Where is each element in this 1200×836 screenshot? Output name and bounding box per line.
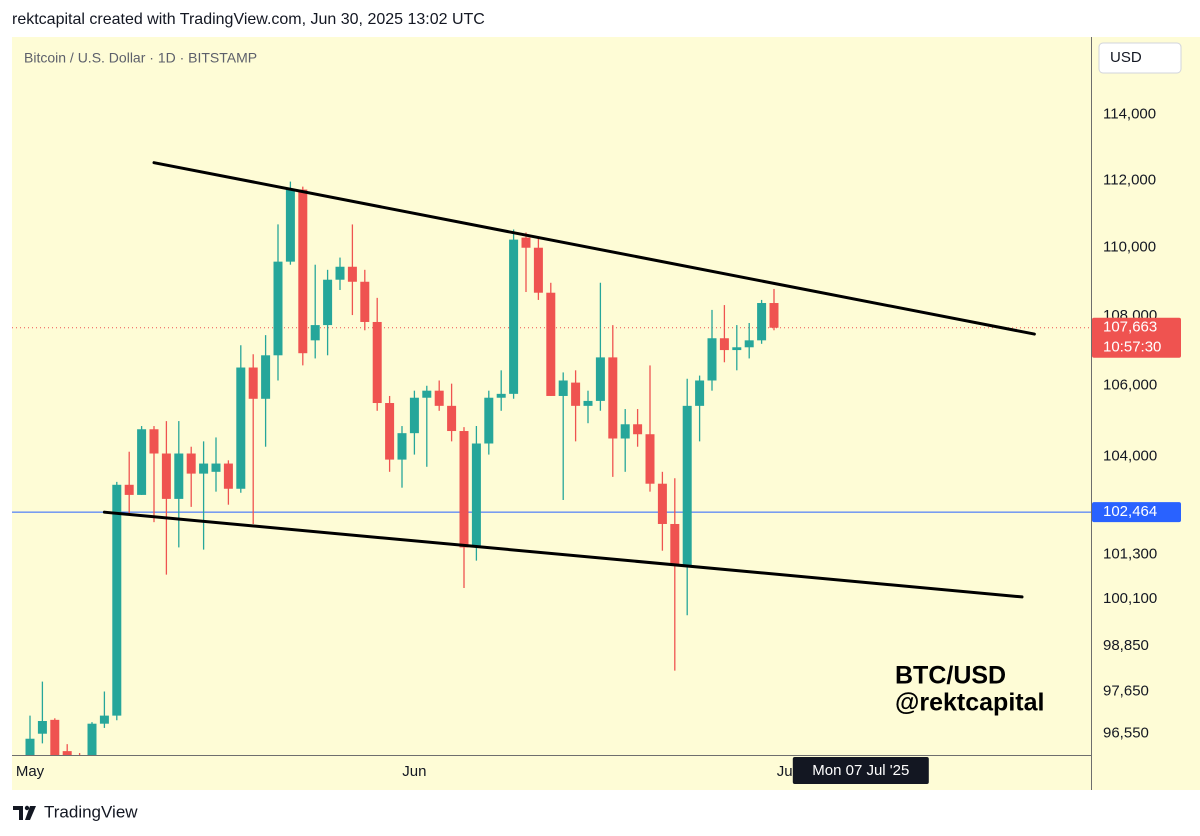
price-label: 102,464 (1103, 503, 1157, 520)
credit: rektcapital created with TradingView.com… (12, 11, 485, 28)
candle-body (695, 380, 705, 406)
candle-body (608, 357, 618, 439)
candle-body (558, 380, 568, 396)
candle-body (546, 292, 556, 396)
candle-body (372, 321, 382, 404)
candle-body (323, 279, 333, 326)
candle-body (112, 484, 122, 716)
candle-body (298, 189, 308, 354)
candle-body (161, 453, 171, 499)
candle-body (571, 382, 581, 406)
candle-body (62, 751, 72, 755)
crosshair-label-box (792, 757, 929, 784)
candle-body (633, 424, 643, 435)
footer-brand: TradingView (44, 802, 138, 821)
candle-body (87, 723, 97, 755)
y-tick-label: 98,850 (1103, 637, 1149, 654)
candle-body (645, 434, 655, 484)
candle-body (521, 237, 531, 248)
y-tick-label: 104,000 (1103, 448, 1157, 465)
candle-body (707, 338, 717, 381)
candle-body (595, 357, 605, 401)
x-tick-label: May (16, 763, 45, 780)
candle-body (37, 720, 47, 734)
trend-line (152, 161, 1036, 336)
y-tick-label: 114,000 (1103, 106, 1156, 123)
candle-body (385, 403, 395, 460)
candle-body (50, 719, 60, 755)
y-tick-label: 101,300 (1103, 546, 1157, 563)
y-tick-label: 112,000 (1103, 172, 1156, 189)
candle-body (620, 424, 630, 439)
y-tick-label: 110,000 (1103, 239, 1156, 256)
candle-body (223, 463, 233, 489)
candle-body (236, 367, 246, 489)
candle-body (397, 433, 407, 460)
candle-body (471, 443, 481, 548)
y-tick-label: 106,000 (1103, 377, 1157, 394)
currency[interactable]: USD (1110, 49, 1142, 66)
candle-body (447, 405, 457, 432)
candle-body (496, 393, 506, 398)
candle-body (409, 397, 419, 434)
candle-body (137, 429, 147, 495)
candle-body (657, 483, 667, 524)
candle-body (347, 266, 357, 282)
candle-body (174, 453, 184, 499)
candle-body (335, 266, 345, 280)
candle-body (583, 400, 593, 406)
watermark: @rektcapital (895, 689, 1044, 717)
candle-body (360, 281, 370, 322)
candle-body (211, 463, 221, 472)
candle-body (719, 338, 729, 351)
price-label-countdown: 10:57:30 (1103, 339, 1161, 356)
candle-body (273, 261, 283, 356)
x-tick-label: Jun (402, 763, 426, 780)
trend-line (102, 510, 1024, 599)
candle-body (757, 303, 767, 341)
candle-body (149, 429, 159, 454)
candle-body (533, 247, 543, 293)
plot-area (12, 161, 1091, 755)
watermark: BTC/USD (895, 662, 1006, 690)
candle-body (285, 189, 295, 262)
x-tick-label: Jul (777, 763, 796, 780)
chart-background (12, 37, 1200, 790)
candle-body (484, 397, 494, 444)
candle-body (261, 355, 271, 399)
candle-body (744, 340, 754, 348)
candle-body (199, 463, 209, 474)
candle-body (186, 453, 196, 474)
y-tick-label: 96,550 (1103, 725, 1149, 742)
price-label-box (1092, 502, 1181, 523)
candle-body (682, 405, 692, 566)
candle-body (422, 390, 432, 398)
candle-body (25, 738, 35, 755)
candle-body (124, 484, 134, 495)
candle-body (248, 367, 258, 399)
y-tick-label: 100,100 (1103, 590, 1157, 607)
candle-body (769, 303, 779, 328)
candle-body (99, 715, 109, 724)
candle-body (509, 239, 519, 394)
price-label: 107,663 (1103, 319, 1157, 336)
y-tick-label: 97,650 (1103, 682, 1149, 699)
candle-body (310, 325, 320, 341)
currency-button[interactable] (1098, 42, 1182, 74)
tradingview-logo (13, 805, 36, 820)
candle-body (459, 431, 469, 548)
candle-body (434, 390, 444, 406)
candle-body (670, 523, 680, 566)
crosshair-label: Mon 07 Jul '25 (812, 762, 909, 779)
candle-body (732, 347, 742, 351)
chart-title: Bitcoin / U.S. Dollar · 1D · BITSTAMP (24, 50, 257, 66)
price-label-box (1092, 317, 1181, 358)
